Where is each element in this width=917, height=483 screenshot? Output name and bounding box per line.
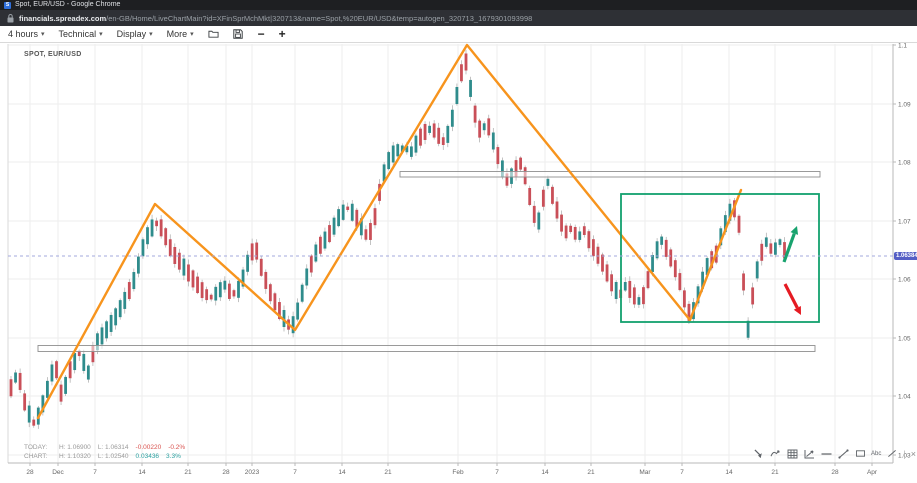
technical-dropdown[interactable]: Technical ▾	[59, 29, 103, 39]
chevron-down-icon: ▾	[190, 31, 194, 38]
timeframe-label: 4 hours	[8, 29, 39, 39]
ray-tool-icon[interactable]	[886, 448, 898, 459]
svg-text:14: 14	[541, 469, 549, 476]
today-change: -0.00220	[135, 444, 162, 451]
drawing-toolbar: Abc | ×	[752, 448, 916, 459]
svg-text:1.04: 1.04	[898, 393, 911, 400]
chart-high: H: 1.10320	[59, 453, 91, 460]
chart-change: 0.03436	[135, 453, 160, 460]
svg-text:21: 21	[587, 469, 595, 476]
chevron-down-icon: ▾	[149, 31, 153, 38]
svg-text:28: 28	[26, 469, 34, 476]
open-folder-icon[interactable]	[208, 29, 219, 39]
window-titlebar: S Spot, EUR/USD - Google Chrome	[0, 0, 917, 10]
display-label: Display	[116, 29, 147, 39]
svg-text:14: 14	[338, 469, 346, 476]
symbol-label: SPOT, EUR/USD	[24, 51, 82, 58]
zoom-in-button[interactable]: +	[278, 27, 286, 41]
more-label: More	[166, 29, 188, 39]
technical-label: Technical	[58, 29, 97, 39]
toolbar-separator: |	[903, 448, 906, 459]
axes-chart-tool-icon[interactable]	[803, 448, 815, 459]
cursor-tool-icon[interactable]	[752, 448, 764, 459]
svg-text:1.09: 1.09	[898, 101, 911, 108]
svg-text:21: 21	[184, 469, 192, 476]
svg-text:1.1: 1.1	[898, 43, 907, 49]
ohlc-legend: TODAY: H: 1.06900 L: 1.06314 -0.00220 -0…	[24, 443, 185, 461]
timeframe-dropdown[interactable]: 4 hours ▾	[8, 29, 45, 39]
legend-chart-label: CHART:	[24, 453, 48, 460]
svg-text:1.03: 1.03	[898, 452, 911, 459]
text-tool-icon[interactable]: Abc	[871, 450, 882, 457]
legend-today-label: TODAY:	[24, 444, 48, 451]
svg-text:7: 7	[495, 469, 499, 476]
horizontal-line-tool-icon[interactable]	[820, 448, 832, 459]
svg-text:28: 28	[831, 469, 839, 476]
chart-low: L: 1.02540	[97, 453, 129, 460]
trendline-tool-icon[interactable]	[837, 448, 849, 459]
svg-text:21: 21	[384, 469, 392, 476]
svg-text:14: 14	[725, 469, 733, 476]
svg-text:7: 7	[93, 469, 97, 476]
svg-text:1.08: 1.08	[898, 159, 911, 166]
svg-text:28: 28	[222, 469, 230, 476]
svg-text:Apr: Apr	[867, 469, 878, 476]
today-change-pct: -0.2%	[168, 444, 186, 451]
svg-text:21: 21	[771, 469, 779, 476]
svg-text:1.07: 1.07	[898, 218, 911, 225]
more-dropdown[interactable]: More ▾	[167, 29, 194, 39]
svg-text:1.06: 1.06	[898, 276, 911, 283]
grid-tool-icon[interactable]	[786, 448, 798, 459]
svg-text:Dec: Dec	[52, 469, 64, 476]
legend-today-row: TODAY: H: 1.06900 L: 1.06314 -0.00220 -0…	[24, 443, 185, 452]
chart-menubar: 4 hours ▾ Technical ▾ Display ▾ More ▾	[0, 26, 917, 43]
chevron-down-icon: ▾	[99, 31, 103, 38]
svg-text:Mar: Mar	[639, 469, 651, 476]
chevron-down-icon: ▾	[41, 31, 45, 38]
chart-change-pct: 3.3%	[166, 453, 181, 460]
zoom-out-button[interactable]: −	[257, 27, 265, 41]
svg-text:7: 7	[680, 469, 684, 476]
today-high: H: 1.06900	[59, 444, 91, 451]
close-toolbar-icon[interactable]: ×	[910, 448, 916, 459]
current-price-badge: 1.06384	[894, 252, 917, 260]
svg-text:7: 7	[293, 469, 297, 476]
svg-text:2023: 2023	[245, 469, 260, 476]
display-dropdown[interactable]: Display ▾	[117, 29, 153, 39]
price-chart[interactable]: 1.1 1.09 1.08 1.07 1.06 1.05 1.04 1.03 28 Dec 7 14 2…	[0, 43, 917, 483]
url-domain: financials.spreadex.com	[19, 13, 107, 23]
site-favicon: S	[4, 1, 11, 9]
svg-text:14: 14	[138, 469, 146, 476]
polyline-tool-icon[interactable]	[769, 448, 781, 459]
legend-chart-row: CHART: H: 1.10320 L: 1.02540 0.03436 3.3…	[24, 452, 185, 461]
url-path: /en-GB/Home/LiveChartMain?id=XFinSprMchM…	[106, 13, 533, 23]
save-icon[interactable]	[232, 29, 244, 39]
address-bar[interactable]: financials.spreadex.com/en-GB/Home/LiveC…	[0, 10, 917, 26]
candlestick-chart-canvas[interactable]: 1.1 1.09 1.08 1.07 1.06 1.05 1.04 1.03 28 Dec 7 14 2…	[0, 43, 917, 483]
url-text[interactable]: financials.spreadex.com/en-GB/Home/LiveC…	[19, 14, 532, 23]
rectangle-tool-icon[interactable]	[854, 448, 866, 459]
window-title: Spot, EUR/USD - Google Chrome	[15, 1, 121, 8]
svg-text:Feb: Feb	[452, 469, 464, 476]
today-low: L: 1.06314	[97, 444, 129, 451]
lock-icon	[7, 13, 14, 22]
svg-text:1.05: 1.05	[898, 335, 911, 342]
